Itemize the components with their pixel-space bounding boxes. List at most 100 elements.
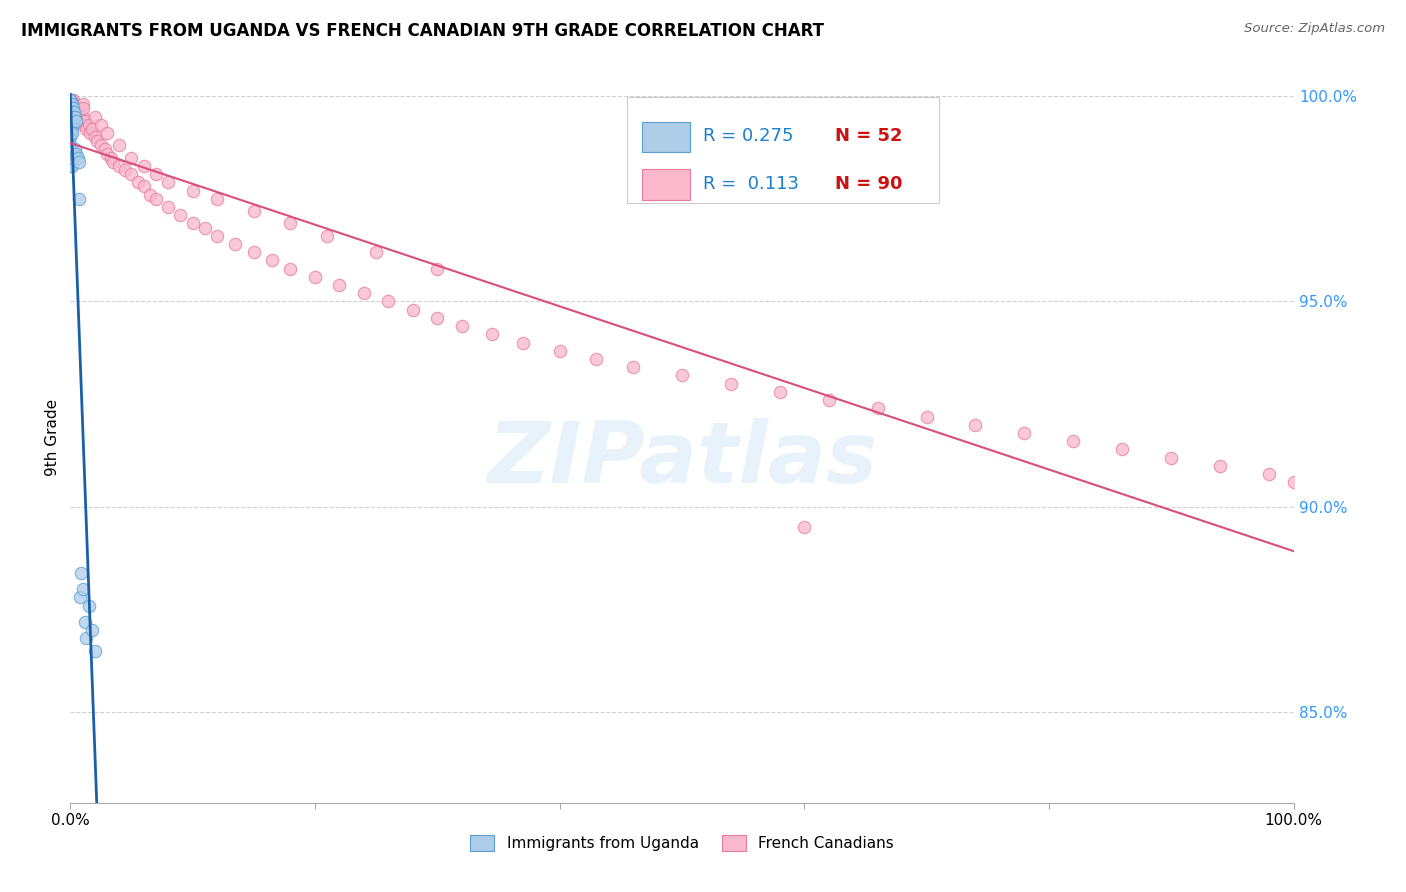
- Point: [70, 566, 93, 580]
- Point: [83, 110, 105, 124]
- Point: [59, 93, 82, 107]
- Point: [75, 632, 97, 646]
- Point: [79, 126, 101, 140]
- Point: [67, 154, 90, 169]
- Point: [59, 126, 82, 140]
- Point: [280, 216, 302, 230]
- Point: [65, 101, 87, 115]
- Point: [60, 101, 83, 115]
- Point: [63, 101, 86, 115]
- FancyBboxPatch shape: [641, 169, 690, 200]
- Point: [62, 113, 84, 128]
- Point: [108, 138, 131, 153]
- Point: [66, 110, 89, 124]
- Point: [169, 208, 191, 222]
- Point: [377, 294, 399, 309]
- Text: N = 52: N = 52: [835, 128, 903, 145]
- Point: [366, 245, 388, 260]
- Point: [77, 118, 100, 132]
- Point: [157, 175, 180, 189]
- Point: [83, 644, 105, 658]
- Point: [72, 97, 94, 112]
- Point: [63, 110, 86, 124]
- Point: [59, 138, 82, 153]
- Point: [621, 360, 644, 375]
- Point: [59, 101, 82, 115]
- Point: [62, 97, 84, 112]
- Point: [60, 118, 83, 132]
- Point: [426, 310, 449, 325]
- Point: [108, 159, 131, 173]
- Legend: Immigrants from Uganda, French Canadians: Immigrants from Uganda, French Canadians: [464, 829, 900, 857]
- Point: [62, 93, 84, 107]
- Point: [59, 105, 82, 120]
- Point: [63, 105, 86, 120]
- Point: [60, 97, 83, 112]
- Point: [316, 228, 339, 243]
- Point: [304, 269, 326, 284]
- Point: [96, 126, 118, 140]
- Point: [62, 110, 84, 124]
- Point: [132, 159, 155, 173]
- Point: [67, 113, 90, 128]
- Point: [671, 368, 693, 383]
- Point: [817, 393, 839, 408]
- Point: [965, 417, 987, 432]
- Point: [205, 192, 228, 206]
- Point: [866, 401, 889, 416]
- Point: [59, 101, 82, 115]
- Point: [121, 151, 143, 165]
- Text: Source: ZipAtlas.com: Source: ZipAtlas.com: [1244, 22, 1385, 36]
- Point: [139, 187, 162, 202]
- Point: [63, 110, 86, 124]
- Point: [59, 110, 82, 124]
- Point: [157, 200, 180, 214]
- Point: [1282, 475, 1305, 490]
- Point: [769, 384, 792, 399]
- Point: [62, 151, 84, 165]
- Point: [90, 118, 112, 132]
- Point: [793, 520, 815, 534]
- Point: [72, 110, 94, 124]
- Point: [59, 113, 82, 128]
- Point: [83, 130, 105, 145]
- FancyBboxPatch shape: [627, 97, 939, 203]
- Point: [60, 97, 83, 112]
- Point: [1160, 450, 1182, 465]
- Point: [59, 105, 82, 120]
- Point: [59, 97, 82, 112]
- Point: [93, 143, 115, 157]
- Point: [65, 113, 87, 128]
- Text: R =  0.113: R = 0.113: [703, 175, 799, 193]
- Point: [59, 101, 82, 115]
- Point: [62, 105, 84, 120]
- Point: [60, 121, 83, 136]
- FancyBboxPatch shape: [641, 121, 690, 153]
- Point: [100, 151, 122, 165]
- Point: [72, 582, 94, 596]
- Point: [145, 167, 167, 181]
- Point: [1014, 425, 1036, 440]
- Point: [1111, 442, 1133, 457]
- Point: [69, 110, 91, 124]
- Point: [96, 146, 118, 161]
- Point: [59, 121, 82, 136]
- Point: [60, 93, 83, 107]
- Point: [243, 245, 266, 260]
- Point: [65, 105, 87, 120]
- Point: [82, 121, 104, 136]
- Point: [75, 121, 97, 136]
- Point: [114, 163, 136, 178]
- Text: N = 90: N = 90: [835, 175, 903, 193]
- Point: [101, 154, 124, 169]
- Point: [127, 175, 149, 189]
- Point: [66, 151, 89, 165]
- Point: [62, 101, 84, 115]
- Point: [66, 101, 89, 115]
- Point: [59, 130, 82, 145]
- Point: [280, 261, 302, 276]
- Point: [512, 335, 534, 350]
- Point: [60, 126, 83, 140]
- Point: [65, 146, 87, 161]
- Point: [59, 151, 82, 165]
